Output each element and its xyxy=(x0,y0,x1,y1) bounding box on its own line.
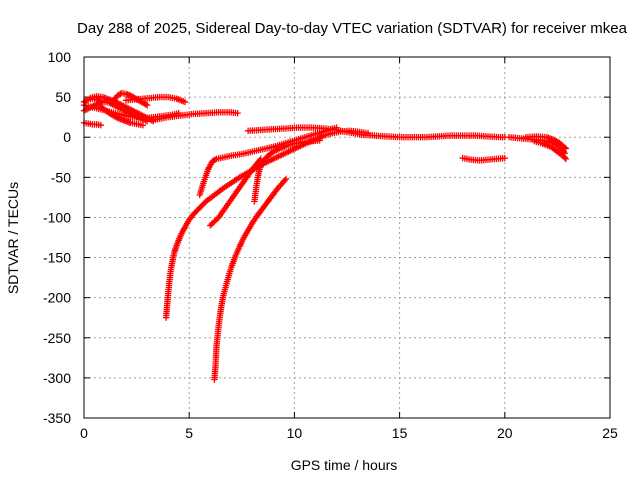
data-point xyxy=(97,121,105,129)
data-point xyxy=(142,101,149,108)
series-arc-16 xyxy=(459,154,508,164)
data-point xyxy=(316,137,323,144)
y-tick-label: -300 xyxy=(43,370,71,386)
data-point xyxy=(562,145,570,152)
grid xyxy=(84,57,610,418)
y-tick-label: 50 xyxy=(55,89,71,105)
data-point xyxy=(562,155,570,163)
y-tick-label: -150 xyxy=(43,250,71,266)
series-arc-9 xyxy=(152,109,241,123)
y-tick-label: -350 xyxy=(43,410,71,426)
data-point xyxy=(234,109,241,117)
data-point xyxy=(113,113,120,121)
series-arc-5 xyxy=(97,103,147,129)
y-tick-label: -250 xyxy=(43,330,71,346)
y-tick-label: -50 xyxy=(51,169,71,185)
x-tick-label: 15 xyxy=(392,425,408,441)
series-arc-13 xyxy=(207,155,264,229)
y-tick-label: 100 xyxy=(48,49,72,65)
series-arc-15 xyxy=(244,124,508,141)
data-point xyxy=(282,175,290,183)
x-tick-label: 25 xyxy=(602,425,618,441)
y-tick-label: 0 xyxy=(63,129,71,145)
data-point xyxy=(181,98,189,106)
series-arc-18 xyxy=(531,138,570,163)
data-marks xyxy=(80,89,570,383)
data-point xyxy=(211,156,219,163)
x-tick-label: 5 xyxy=(185,425,193,441)
series-arc-8 xyxy=(122,93,189,106)
data-point xyxy=(143,101,151,109)
y-tick-label: -100 xyxy=(43,209,71,225)
data-point xyxy=(561,154,568,161)
x-tick-label: 20 xyxy=(497,425,513,441)
data-point xyxy=(561,144,568,151)
x-tick-label: 10 xyxy=(287,425,303,441)
data-point xyxy=(83,97,91,104)
x-axis-label: GPS time / hours xyxy=(291,457,398,473)
x-tick-label: 0 xyxy=(80,425,88,441)
series-arc-12 xyxy=(211,175,290,383)
series-arc-14 xyxy=(251,137,323,205)
series-arc-19 xyxy=(522,133,570,152)
axis-ticks: 0 5 10 15 20 25 100 50 0 -50 -100 -150 -200 -250 -300 -… xyxy=(43,49,618,441)
plot-frame xyxy=(83,56,611,419)
y-tick-label: -200 xyxy=(43,290,71,306)
y-axis-label: SDTVAR / TECUs xyxy=(5,182,21,294)
chart-title: Day 288 of 2025, Sidereal Day-to-day VTE… xyxy=(77,20,628,37)
data-point xyxy=(501,154,508,162)
data-point xyxy=(139,121,147,129)
